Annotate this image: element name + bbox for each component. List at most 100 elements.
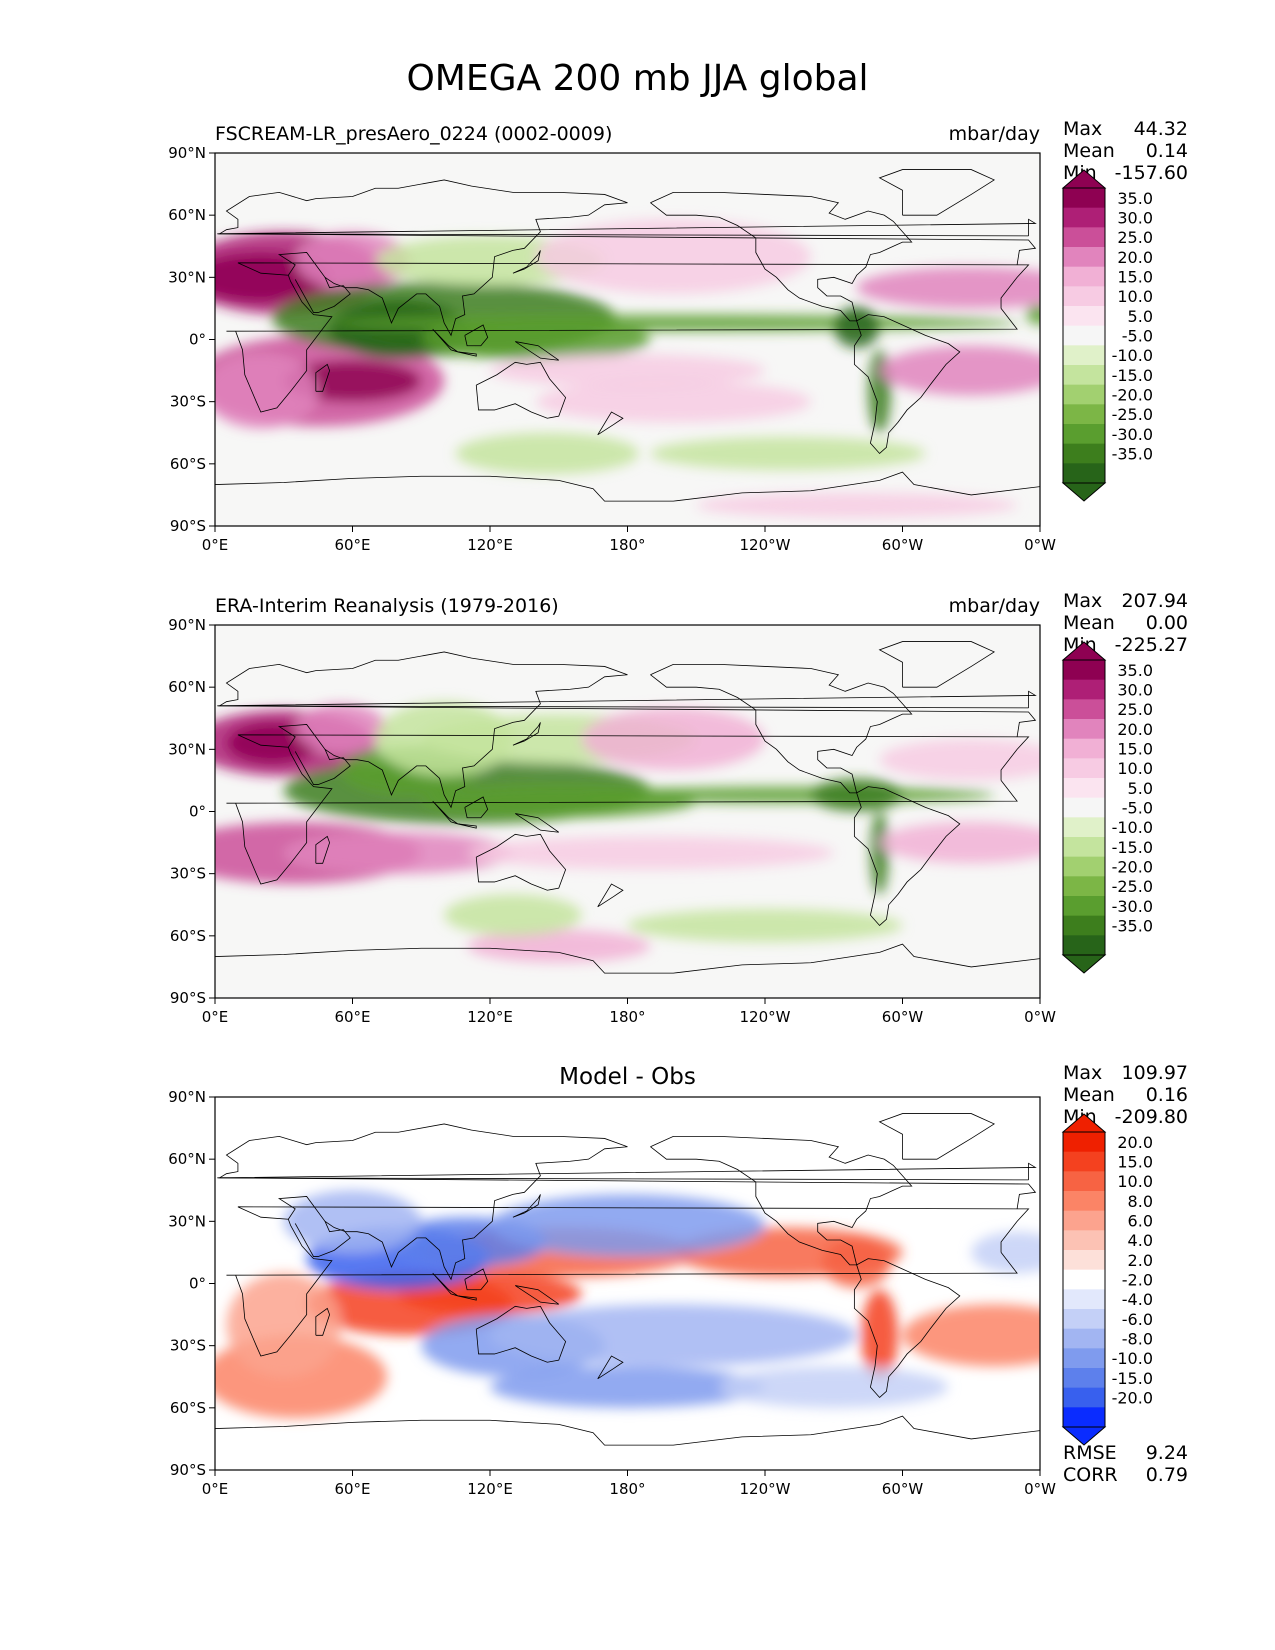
y-tick-label: 90°N [168, 144, 206, 162]
x-tick-label: 60°W [882, 1008, 924, 1026]
colorbar-label: 15.0 [1117, 268, 1153, 287]
colorbar-label: 15.0 [1117, 1153, 1153, 1172]
colorbar-label: 20.0 [1117, 1133, 1153, 1152]
y-tick-label: 0° [189, 1275, 206, 1293]
y-tick-label: 30°S [170, 393, 206, 411]
coastline [650, 1135, 913, 1266]
colorbar-segment [1063, 207, 1105, 228]
colorbar-segment [1063, 1230, 1105, 1251]
metrics-block: RMSE 9.24 CORR 0.79 [1063, 1442, 1188, 1486]
coastline [217, 218, 1037, 237]
field-blob [490, 354, 765, 388]
panel-model: FSCREAM-LR_presAero_0224 (0002-0009) mba… [0, 118, 1275, 588]
coastline [294, 1221, 351, 1257]
colorbar-segment [1063, 1407, 1105, 1428]
coastline [853, 1258, 961, 1399]
field-blob [490, 1304, 857, 1367]
coastline [514, 1285, 559, 1305]
panel-title-center: Model - Obs [559, 1064, 696, 1090]
coastline [597, 411, 624, 436]
coastline [226, 1206, 1030, 1357]
y-tick-label: 90°S [170, 989, 206, 1007]
colorbar-segment [1063, 227, 1105, 248]
coastline [512, 250, 541, 274]
field-blob [329, 314, 1018, 332]
panel-title-left: FSCREAM-LR_presAero_0224 (0002-0009) [215, 123, 613, 145]
panel-units: mbar/day [948, 123, 1040, 145]
colorbar-label: -8.0 [1122, 1330, 1153, 1349]
coastline [878, 1113, 996, 1160]
coastline [315, 835, 331, 864]
colorbar-segment [1063, 896, 1105, 917]
coastline [475, 833, 567, 891]
stat-value: 0.00 [1145, 612, 1188, 634]
colorbar-segment [1063, 1269, 1105, 1290]
panel-reference: ERA-Interim Reanalysis (1979-2016) mbar/… [0, 590, 1275, 1060]
colorbar-label: -15.0 [1112, 1369, 1153, 1388]
x-tick-label: 60°W [882, 536, 924, 554]
y-tick-label: 60°S [170, 455, 206, 473]
panel-units: mbar/day [948, 595, 1040, 617]
colorbar-segment [1063, 306, 1105, 327]
colorbar-segment [1063, 1368, 1105, 1389]
panel-title-left: ERA-Interim Reanalysis (1979-2016) [215, 595, 559, 617]
colorbar-extend-bottom [1061, 1426, 1107, 1446]
colorbar-label: 20.0 [1117, 720, 1153, 739]
x-tick-label: 120°E [467, 1008, 513, 1026]
colorbar-label: 30.0 [1117, 209, 1153, 228]
colorbar-label: -20.0 [1112, 1389, 1153, 1408]
colorbar-segment [1063, 1328, 1105, 1349]
coastline [277, 1146, 628, 1281]
x-tick-label: 120°W [740, 1008, 791, 1026]
colorbar-label: -25.0 [1112, 405, 1153, 424]
y-tick-label: 90°N [168, 616, 206, 634]
x-tick-label: 0°W [1024, 1008, 1056, 1026]
stat-label: Max [1063, 118, 1103, 140]
colorbar-label: -10.0 [1112, 346, 1153, 365]
metric-value: 9.24 [1145, 1442, 1188, 1464]
y-tick-label: 60°S [170, 1399, 206, 1417]
colorbar-label: -35.0 [1112, 917, 1153, 936]
colorbar-label: 5.0 [1128, 307, 1153, 326]
field-blob [719, 1366, 949, 1408]
x-tick-label: 60°E [334, 1480, 370, 1498]
coastline [294, 749, 351, 785]
field-blob [226, 722, 319, 764]
coastline [650, 191, 913, 322]
colorbar-label: 20.0 [1117, 248, 1153, 267]
colorbar-segment [1063, 738, 1105, 759]
x-tick-label: 60°E [334, 1008, 370, 1026]
colorbar-segment [1063, 856, 1105, 877]
colorbar-segment [1063, 1191, 1105, 1212]
coastline [457, 1295, 477, 1301]
figure-title: OMEGA 200 mb JJA global [406, 58, 869, 99]
metric-label: CORR [1063, 1464, 1118, 1486]
colorbar-frame [1062, 1131, 1106, 1428]
field-blob [226, 1273, 342, 1377]
coastline [215, 1415, 1040, 1446]
field-blob [283, 832, 513, 874]
colorbar-label: 30.0 [1117, 681, 1153, 700]
coastline [650, 663, 913, 794]
coastline [475, 361, 567, 419]
colorbar-segment [1063, 1171, 1105, 1192]
colorbar-segment [1063, 679, 1105, 700]
colorbar-segment [1063, 188, 1105, 209]
coastlines [215, 641, 1040, 974]
x-tick-label: 120°E [467, 1480, 513, 1498]
field-blob [467, 929, 651, 963]
x-tick-label: 0°E [202, 536, 229, 554]
field-blob [490, 1194, 765, 1257]
metric-label: RMSE [1063, 1442, 1117, 1464]
colorbar-segment [1063, 463, 1105, 484]
colorbar-extend-top [1061, 641, 1107, 661]
field-blob [879, 821, 1040, 864]
x-tick-label: 120°W [740, 536, 791, 554]
coastline [514, 813, 559, 833]
x-tick-label: 60°E [334, 536, 370, 554]
colorbar-segment [1063, 1387, 1105, 1408]
y-tick-label: 60°N [168, 1150, 206, 1168]
field-blob [295, 703, 387, 754]
y-tick-label: 90°N [168, 1088, 206, 1106]
colorbar-label: 25.0 [1117, 228, 1153, 247]
